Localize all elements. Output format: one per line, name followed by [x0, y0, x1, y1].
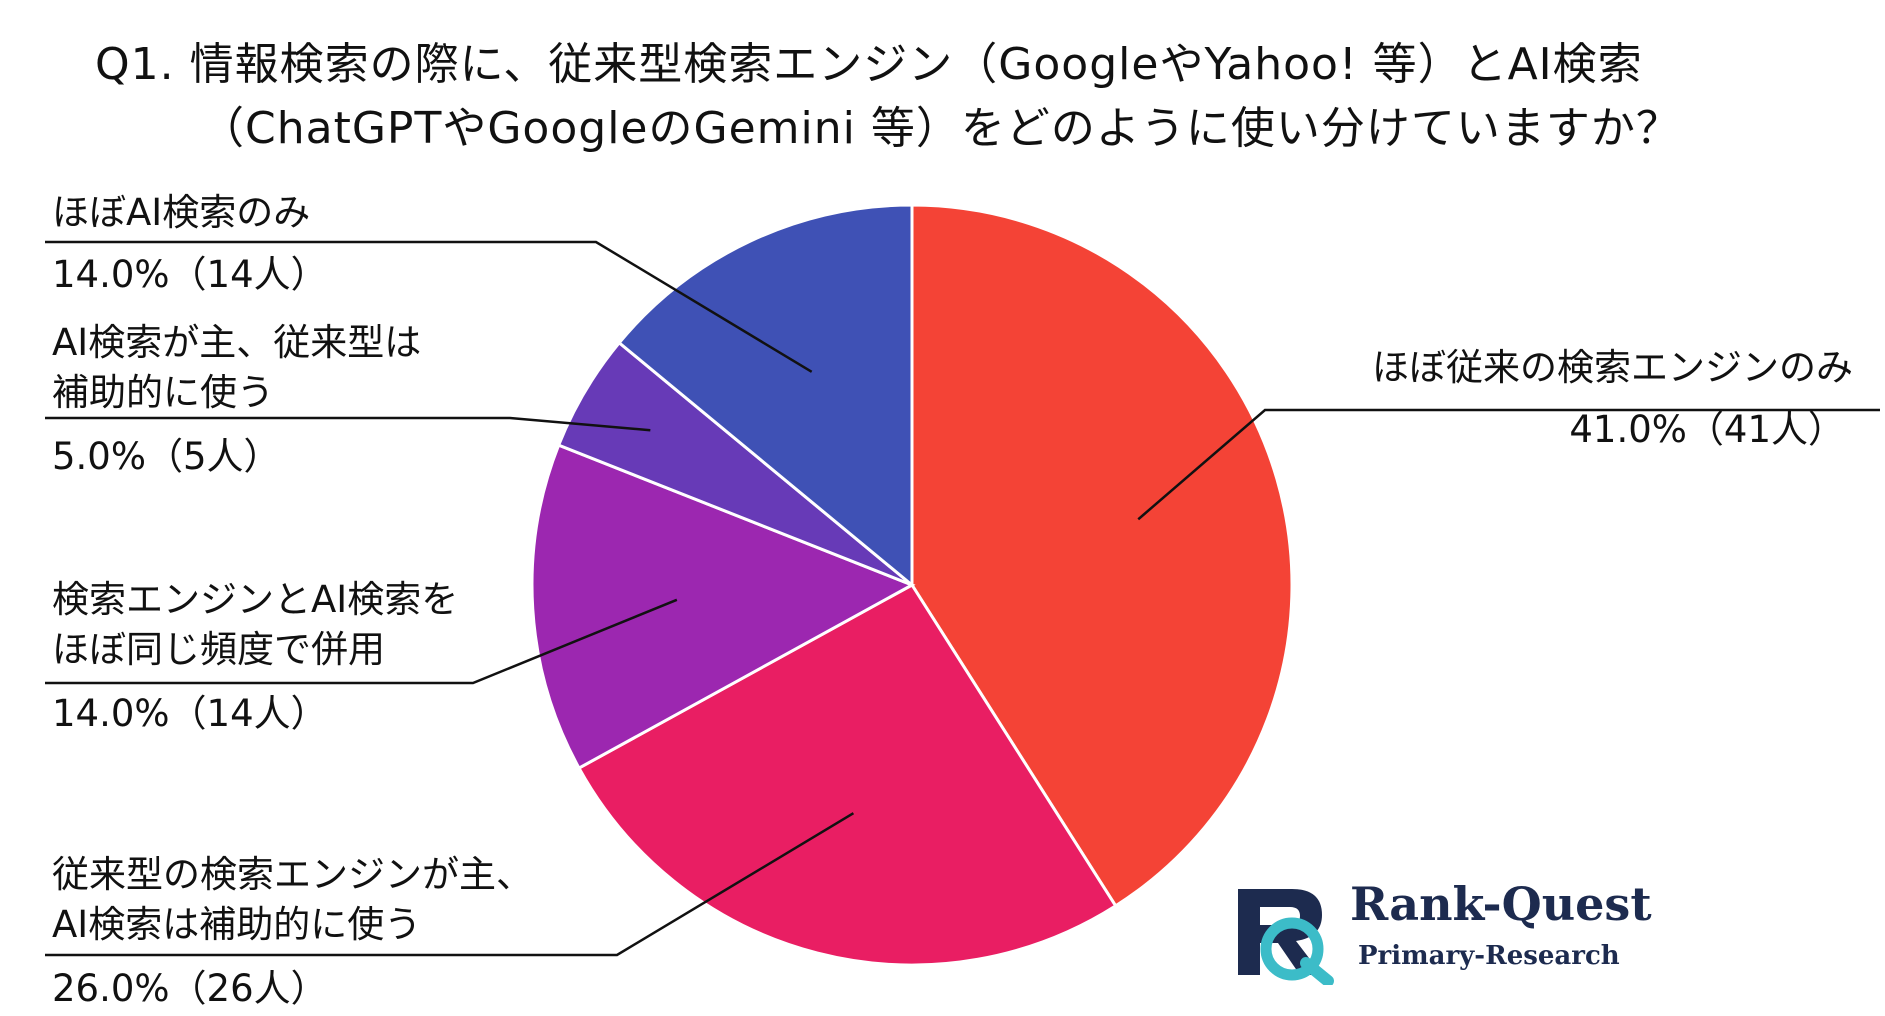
slice-value-1: 26.0%（26人） [52, 967, 328, 1010]
slice-label-3-line-0: AI検索が主、従来型は [52, 321, 422, 364]
slice-label-3: AI検索が主、従来型は 補助的に使う 5.0%（5人） [52, 318, 421, 482]
slice-value-3: 5.0%（5人） [52, 435, 281, 478]
slice-label-2: 検索エンジンとAI検索を ほぼ同じ頻度で併用 14.0%（14人） [52, 575, 458, 739]
slice-label-4: ほぼAI検索のみ 14.0%（14人） [52, 188, 328, 300]
logo-subtitle: Primary-Research [1358, 941, 1620, 971]
slice-label-3-line-1: 補助的に使う [52, 371, 274, 414]
pie-slice-2 [530, 443, 916, 771]
chart-title-line-1: Q1. 情報検索の際に、従来型検索エンジン（GoogleやYahoo! 等）とA… [95, 39, 1643, 90]
logo-mark-icon [1238, 889, 1334, 985]
logo-name: Rank-Quest [1350, 877, 1652, 931]
slice-label-1: 従来型の検索エンジンが主、 AI検索は補助的に使う 26.0%（26人） [52, 850, 533, 1014]
leader-line-4 [45, 240, 813, 373]
leader-line-3 [45, 416, 651, 432]
pie-slice-0 [910, 203, 1294, 908]
slice-label-0: ほぼ従来の検索エンジンのみ 41.0%（41人） [1372, 343, 1853, 455]
slice-label-0-line-0: ほぼ従来の検索エンジンのみ [1372, 346, 1853, 389]
rank-quest-logo: Rank-Quest Primary-Research [1230, 875, 1652, 990]
slice-label-1-line-0: 従来型の検索エンジンが主、 [52, 853, 533, 896]
slice-value-4: 14.0%（14人） [52, 253, 328, 296]
slice-value-2: 14.0%（14人） [52, 692, 328, 735]
slice-value-0: 41.0%（41人） [1569, 408, 1845, 451]
pie-slice-1 [576, 583, 1118, 967]
leader-line-2 [45, 598, 678, 685]
slice-label-2-line-0: 検索エンジンとAI検索を [52, 578, 459, 621]
leader-line-0 [1137, 408, 1880, 521]
chart-title-line-2: （ChatGPTやGoogleのGemini 等）をどのように使い分けていますか… [200, 103, 1681, 154]
slice-label-2-line-1: ほぼ同じ頻度で併用 [52, 628, 385, 671]
slice-label-4-line-0: ほぼAI検索のみ [52, 191, 311, 234]
leader-line-1 [45, 812, 855, 957]
slice-label-1-line-1: AI検索は補助的に使う [52, 903, 422, 946]
